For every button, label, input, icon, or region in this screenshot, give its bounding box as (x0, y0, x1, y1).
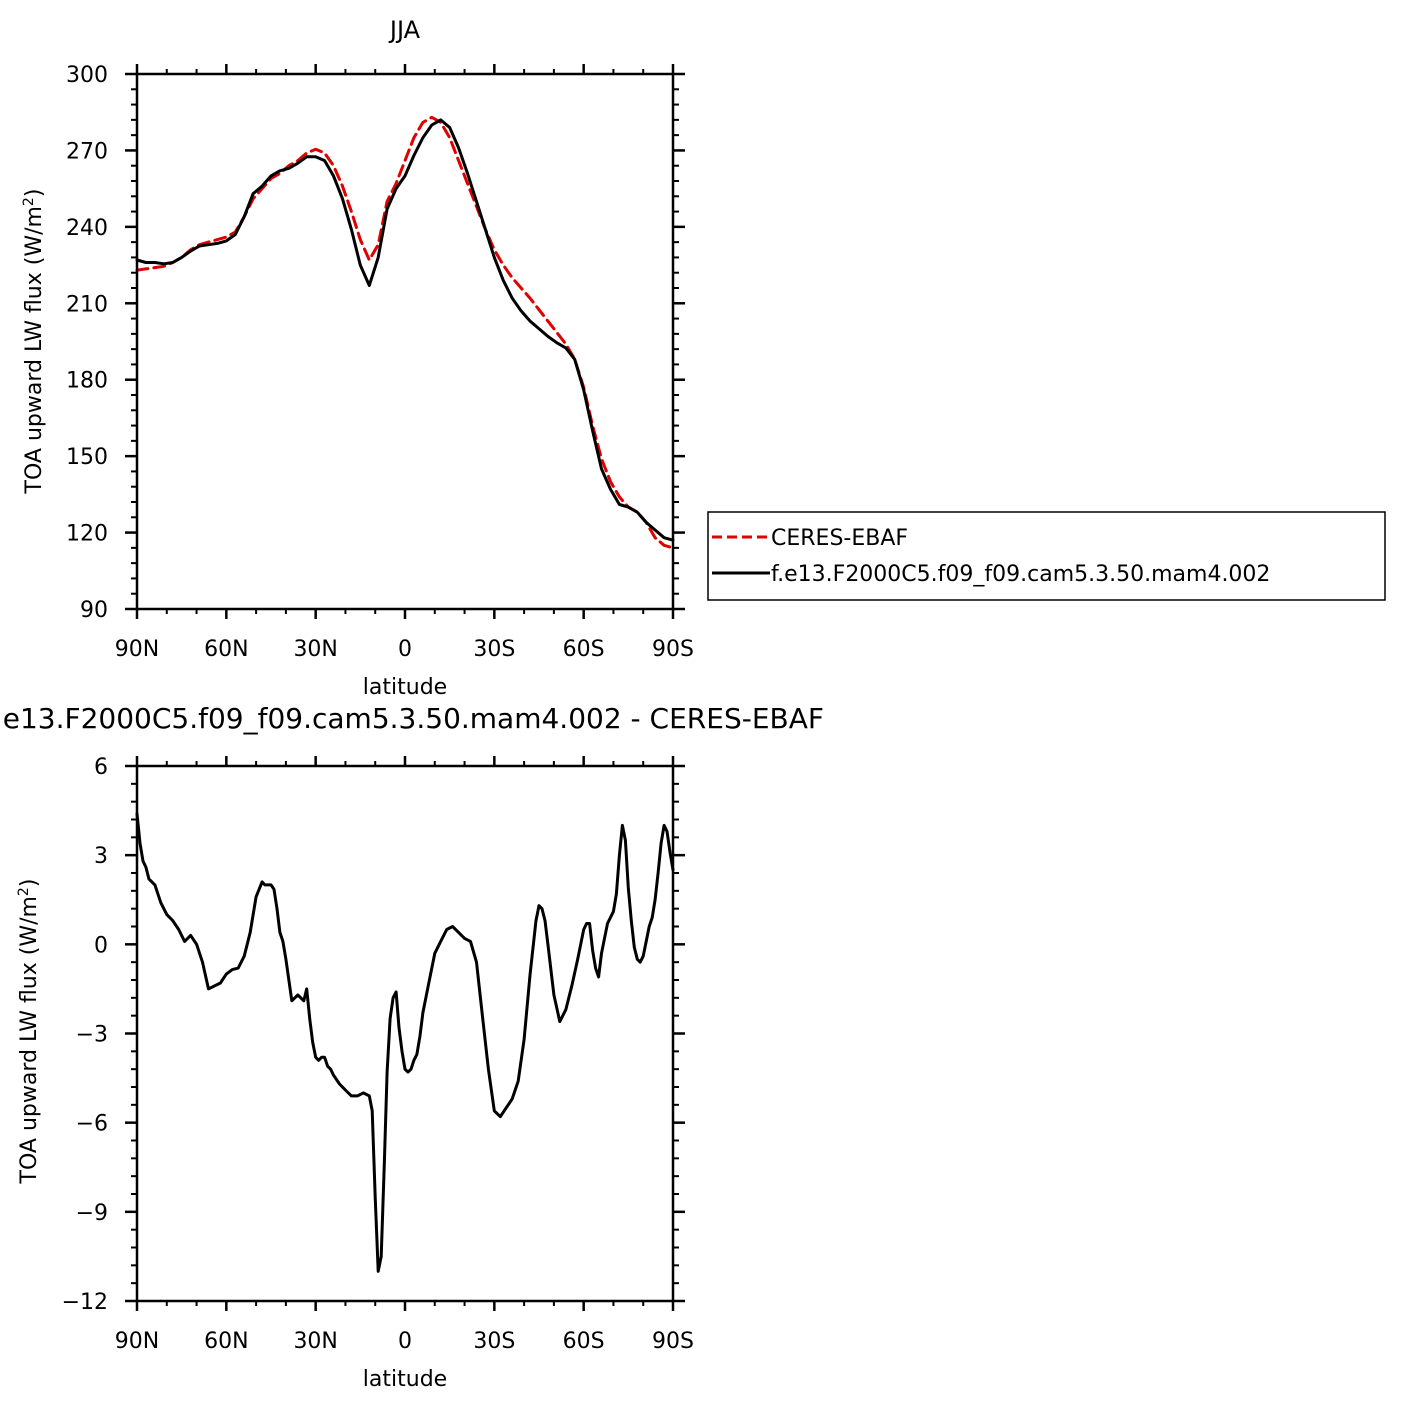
top-panel-xtick-label: 30N (293, 637, 337, 662)
top-panel-ylabel: TOA upward LW flux (W/m2) (21, 189, 47, 495)
top-panel-ytick-label: 210 (66, 292, 108, 317)
top-panel-xtick-label: 0 (398, 637, 412, 662)
bottom-panel: f.e13.F2000C5.f09_f09.cam5.3.50.mam4.002… (0, 702, 824, 1392)
top-panel-plot-frame (135, 72, 675, 611)
top-panel: JJA 90N 60N 30N 0 30S 60S 90S 90 120 150 180 210 240… (21, 16, 694, 700)
bottom-panel-xtick-label: 90S (652, 1329, 694, 1354)
bottom-panel-series-group (135, 812, 675, 1273)
bottom-panel-xtick-label: 60S (563, 1329, 605, 1354)
top-panel-ytick-label: 270 (66, 139, 108, 164)
bottom-panel-ylabel: TOA upward LW flux (W/m2) (16, 879, 42, 1185)
bottom-panel-xtick-label: 0 (398, 1329, 412, 1354)
top-panel-xtick-label: 90N (115, 637, 159, 662)
top-panel-ytick-label: 180 (66, 369, 108, 394)
bottom-panel-ytick-label: −6 (76, 1112, 108, 1137)
bottom-panel-ytick-label: 6 (94, 755, 108, 780)
top-panel-series-line-dashed-0 (135, 115, 675, 550)
top-panel-ytick-label: 300 (66, 63, 108, 88)
top-panel-ytick-label: 120 (66, 522, 108, 547)
top-panel-xtick-label: 30S (473, 637, 515, 662)
legend-label-model: f.e13.F2000C5.f09_f09.cam5.3.50.mam4.002 (771, 562, 1270, 587)
legend-label-ceres: CERES-EBAF (771, 526, 908, 551)
bottom-panel-xtick-label: 60N (204, 1329, 248, 1354)
top-panel-title: JJA (388, 16, 421, 44)
top-panel-ticks: 90N 60N 30N 0 30S 60S 90S 90 120 150 180 210 240 270 3… (66, 63, 694, 662)
bottom-panel-ytick-label: −12 (62, 1290, 108, 1315)
bottom-panel-title: f.e13.F2000C5.f09_f09.cam5.3.50.mam4.002… (0, 702, 824, 735)
legend: CERES-EBAF f.e13.F2000C5.f09_f09.cam5.3.… (707, 511, 1386, 601)
top-panel-series-line-solid-1 (135, 118, 675, 542)
legend-box (707, 511, 1386, 601)
top-panel-xtick-label: 60N (204, 637, 248, 662)
top-panel-series-group (135, 115, 675, 550)
bottom-panel-xlabel: latitude (363, 1367, 447, 1392)
bottom-panel-plot-frame (135, 764, 675, 1303)
top-panel-ytick-label: 90 (80, 598, 108, 623)
top-panel-xtick-label: 60S (563, 637, 605, 662)
bottom-panel-ytick-label: −3 (76, 1023, 108, 1048)
bottom-panel-series-line-solid-0 (135, 812, 675, 1273)
bottom-panel-ytick-label: 3 (94, 844, 108, 869)
bottom-panel-ticks: 90N 60N 30N 0 30S 60S 90S −12 −9 −6 −3 0 3 6 (62, 755, 694, 1354)
top-panel-xlabel: latitude (363, 675, 447, 700)
bottom-panel-xtick-label: 30N (293, 1329, 337, 1354)
bottom-panel-xtick-label: 90N (115, 1329, 159, 1354)
top-panel-ytick-label: 240 (66, 216, 108, 241)
top-panel-ytick-label: 150 (66, 445, 108, 470)
bottom-panel-xtick-label: 30S (473, 1329, 515, 1354)
bottom-panel-ytick-label: −9 (76, 1201, 108, 1226)
top-panel-xtick-label: 90S (652, 637, 694, 662)
bottom-panel-ytick-label: 0 (94, 933, 108, 958)
